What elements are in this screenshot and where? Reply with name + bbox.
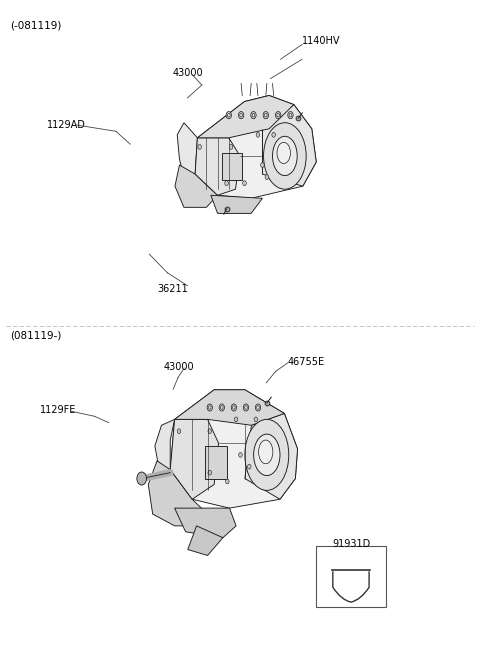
Circle shape xyxy=(248,464,251,469)
Ellipse shape xyxy=(259,440,273,464)
Text: 91931D: 91931D xyxy=(332,539,370,548)
Circle shape xyxy=(234,417,238,422)
Circle shape xyxy=(243,404,249,411)
Polygon shape xyxy=(195,138,240,195)
Polygon shape xyxy=(175,165,217,207)
Polygon shape xyxy=(188,526,223,556)
Polygon shape xyxy=(175,508,236,537)
Ellipse shape xyxy=(253,434,280,475)
Circle shape xyxy=(220,406,223,410)
Circle shape xyxy=(219,404,225,411)
Polygon shape xyxy=(170,419,218,499)
Text: 1129FE: 1129FE xyxy=(39,405,76,415)
Circle shape xyxy=(245,406,247,410)
Circle shape xyxy=(243,181,246,185)
Polygon shape xyxy=(148,461,207,526)
Circle shape xyxy=(288,112,293,119)
Circle shape xyxy=(257,406,259,410)
Text: (-081119): (-081119) xyxy=(10,21,61,31)
Ellipse shape xyxy=(245,419,289,490)
Circle shape xyxy=(289,113,292,117)
Circle shape xyxy=(208,406,211,410)
Circle shape xyxy=(207,404,212,411)
Circle shape xyxy=(251,112,256,119)
Circle shape xyxy=(239,452,242,457)
Circle shape xyxy=(276,112,281,119)
Circle shape xyxy=(208,470,212,475)
Circle shape xyxy=(272,132,276,137)
Circle shape xyxy=(198,145,202,149)
Text: 1140HV: 1140HV xyxy=(302,36,340,47)
Polygon shape xyxy=(245,413,298,499)
Circle shape xyxy=(208,429,212,433)
Text: 43000: 43000 xyxy=(172,68,203,78)
Text: 43000: 43000 xyxy=(164,362,194,371)
Circle shape xyxy=(240,113,242,117)
Text: (081119-): (081119-) xyxy=(10,331,61,340)
Polygon shape xyxy=(195,96,316,198)
Polygon shape xyxy=(175,390,284,425)
Circle shape xyxy=(233,406,235,410)
Bar xyxy=(316,547,385,607)
Text: 36211: 36211 xyxy=(157,284,188,294)
Circle shape xyxy=(226,479,229,484)
Circle shape xyxy=(228,113,230,117)
Circle shape xyxy=(261,163,264,167)
Circle shape xyxy=(177,429,181,433)
Circle shape xyxy=(264,113,267,117)
Circle shape xyxy=(265,174,269,180)
Circle shape xyxy=(263,112,268,119)
Ellipse shape xyxy=(273,136,297,176)
Circle shape xyxy=(255,404,261,411)
Circle shape xyxy=(137,472,146,485)
Circle shape xyxy=(231,404,237,411)
Polygon shape xyxy=(263,105,316,186)
Polygon shape xyxy=(177,123,197,177)
Polygon shape xyxy=(155,419,175,470)
Circle shape xyxy=(239,112,244,119)
Circle shape xyxy=(229,145,233,149)
Polygon shape xyxy=(205,446,228,479)
Circle shape xyxy=(225,181,228,185)
Text: 1129AD: 1129AD xyxy=(47,120,85,130)
Text: 46755E: 46755E xyxy=(288,357,325,366)
Polygon shape xyxy=(170,390,298,508)
Circle shape xyxy=(226,112,231,119)
Polygon shape xyxy=(197,96,294,138)
Circle shape xyxy=(252,113,255,117)
Ellipse shape xyxy=(277,142,290,163)
Circle shape xyxy=(254,417,258,422)
Circle shape xyxy=(256,132,260,137)
Polygon shape xyxy=(211,195,263,213)
Polygon shape xyxy=(222,153,242,180)
Ellipse shape xyxy=(264,123,306,189)
Circle shape xyxy=(277,113,279,117)
